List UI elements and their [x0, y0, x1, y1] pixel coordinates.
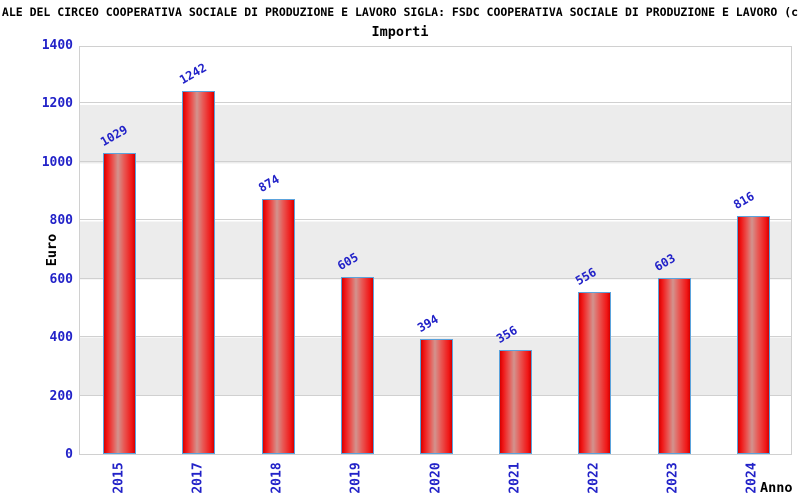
gridline [80, 219, 791, 221]
bar-2023 [657, 277, 691, 454]
x-tick-label: 2017 [190, 462, 206, 494]
gridline [80, 102, 791, 104]
y-tick-label: 200 [49, 388, 73, 404]
plot-area [79, 46, 792, 455]
chart-title: ALE DEL CIRCEO COOPERATIVA SOCIALE DI PR… [1, 5, 799, 19]
x-tick-label: 2021 [507, 462, 523, 494]
gridline [80, 160, 791, 162]
bar-2022 [578, 291, 612, 454]
bar-2017 [182, 91, 216, 454]
y-tick-label: 1200 [41, 96, 73, 112]
x-tick-label: 2015 [111, 462, 127, 494]
bar-2020 [420, 338, 453, 454]
y-tick-label: 1400 [41, 38, 73, 53]
x-tick-label: 2020 [428, 462, 443, 494]
bar-2015 [103, 153, 137, 454]
y-tick-label: 400 [49, 330, 73, 346]
y-tick-label: 600 [49, 271, 73, 287]
x-tick-label: 2022 [586, 462, 602, 494]
bar-2021 [499, 350, 533, 454]
bar-2018 [261, 198, 295, 454]
x-axis-title: Anno [760, 480, 793, 496]
x-tick-label: 2024 [744, 462, 760, 494]
bar-2019 [340, 277, 374, 454]
x-tick-label: 2023 [665, 462, 681, 494]
x-tick-label: 2019 [348, 462, 364, 494]
y-axis-title: Euro [44, 233, 60, 267]
bar-2024 [736, 215, 770, 454]
x-tick-label: 2018 [269, 462, 285, 494]
y-tick-label: 1000 [41, 154, 73, 170]
gridline [80, 277, 791, 279]
gridline [80, 336, 791, 338]
chart-subtitle: Importi [371, 24, 429, 40]
y-tick-label: 0 [65, 447, 73, 462]
y-tick-label: 800 [49, 213, 73, 229]
